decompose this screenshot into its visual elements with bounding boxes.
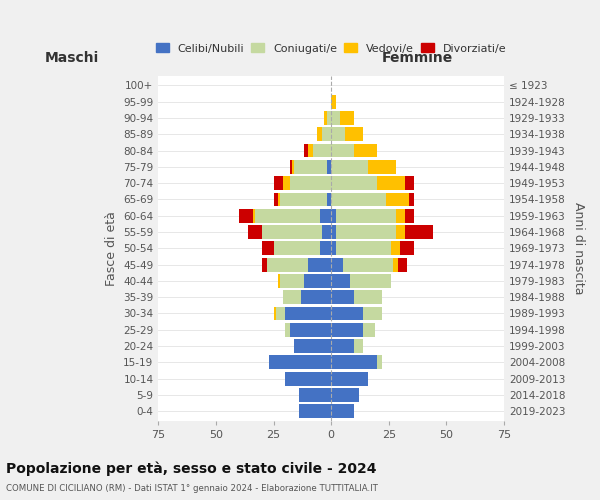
Bar [304, 144, 308, 158]
Bar [248, 225, 262, 239]
Bar [326, 111, 331, 125]
Legend: Celibi/Nubili, Coniugati/e, Vedovi/e, Divorziati/e: Celibi/Nubili, Coniugati/e, Vedovi/e, Di… [152, 40, 510, 57]
Bar [368, 160, 395, 174]
Bar [331, 290, 354, 304]
Bar [285, 372, 331, 386]
Bar [336, 242, 391, 255]
Bar [331, 258, 343, 272]
Bar [331, 192, 386, 206]
Bar [400, 242, 414, 255]
Bar [405, 209, 414, 222]
Bar [331, 339, 354, 353]
Bar [308, 258, 331, 272]
Bar [278, 274, 280, 288]
Bar [292, 160, 294, 174]
Bar [331, 225, 336, 239]
Bar [283, 176, 290, 190]
Bar [274, 192, 278, 206]
Bar [331, 404, 354, 418]
Bar [377, 356, 382, 370]
Bar [326, 160, 331, 174]
Bar [294, 339, 331, 353]
Bar [331, 209, 336, 222]
Bar [326, 192, 331, 206]
Bar [262, 225, 322, 239]
Bar [278, 192, 280, 206]
Bar [290, 323, 331, 336]
Bar [331, 242, 336, 255]
Text: Maschi: Maschi [45, 51, 99, 65]
Bar [274, 306, 276, 320]
Bar [345, 128, 364, 141]
Bar [274, 176, 283, 190]
Bar [299, 404, 331, 418]
Bar [269, 356, 331, 370]
Bar [350, 274, 391, 288]
Bar [285, 306, 331, 320]
Bar [331, 160, 368, 174]
Bar [391, 242, 400, 255]
Bar [331, 306, 364, 320]
Bar [386, 192, 409, 206]
Bar [331, 356, 377, 370]
Bar [290, 176, 331, 190]
Bar [395, 225, 405, 239]
Bar [354, 144, 377, 158]
Bar [239, 209, 253, 222]
Bar [304, 274, 331, 288]
Bar [343, 258, 394, 272]
Bar [331, 274, 350, 288]
Bar [283, 290, 301, 304]
Bar [331, 388, 359, 402]
Bar [336, 225, 395, 239]
Bar [255, 209, 320, 222]
Bar [364, 323, 375, 336]
Bar [322, 128, 331, 141]
Text: Popolazione per età, sesso e stato civile - 2024: Popolazione per età, sesso e stato civil… [6, 461, 377, 475]
Bar [331, 144, 354, 158]
Bar [331, 176, 377, 190]
Text: Femmine: Femmine [382, 51, 453, 65]
Bar [266, 258, 308, 272]
Bar [405, 225, 433, 239]
Bar [320, 242, 331, 255]
Y-axis label: Fasce di età: Fasce di età [105, 211, 118, 286]
Bar [322, 225, 331, 239]
Bar [409, 192, 414, 206]
Bar [274, 242, 320, 255]
Bar [394, 258, 398, 272]
Bar [253, 209, 255, 222]
Bar [313, 144, 331, 158]
Bar [331, 372, 368, 386]
Bar [294, 160, 326, 174]
Bar [262, 258, 266, 272]
Bar [276, 306, 285, 320]
Bar [336, 209, 395, 222]
Bar [364, 306, 382, 320]
Bar [331, 128, 345, 141]
Y-axis label: Anni di nascita: Anni di nascita [572, 202, 585, 294]
Bar [290, 160, 292, 174]
Bar [308, 144, 313, 158]
Bar [262, 242, 274, 255]
Bar [280, 192, 326, 206]
Bar [301, 290, 331, 304]
Bar [377, 176, 405, 190]
Bar [299, 388, 331, 402]
Bar [331, 95, 336, 108]
Bar [317, 128, 322, 141]
Bar [324, 111, 326, 125]
Bar [398, 258, 407, 272]
Bar [320, 209, 331, 222]
Bar [331, 323, 364, 336]
Bar [354, 290, 382, 304]
Bar [331, 111, 340, 125]
Bar [395, 209, 405, 222]
Text: COMUNE DI CICILIANO (RM) - Dati ISTAT 1° gennaio 2024 - Elaborazione TUTTITALIA.: COMUNE DI CICILIANO (RM) - Dati ISTAT 1°… [6, 484, 378, 493]
Bar [285, 323, 290, 336]
Bar [340, 111, 354, 125]
Bar [354, 339, 364, 353]
Bar [405, 176, 414, 190]
Bar [280, 274, 304, 288]
